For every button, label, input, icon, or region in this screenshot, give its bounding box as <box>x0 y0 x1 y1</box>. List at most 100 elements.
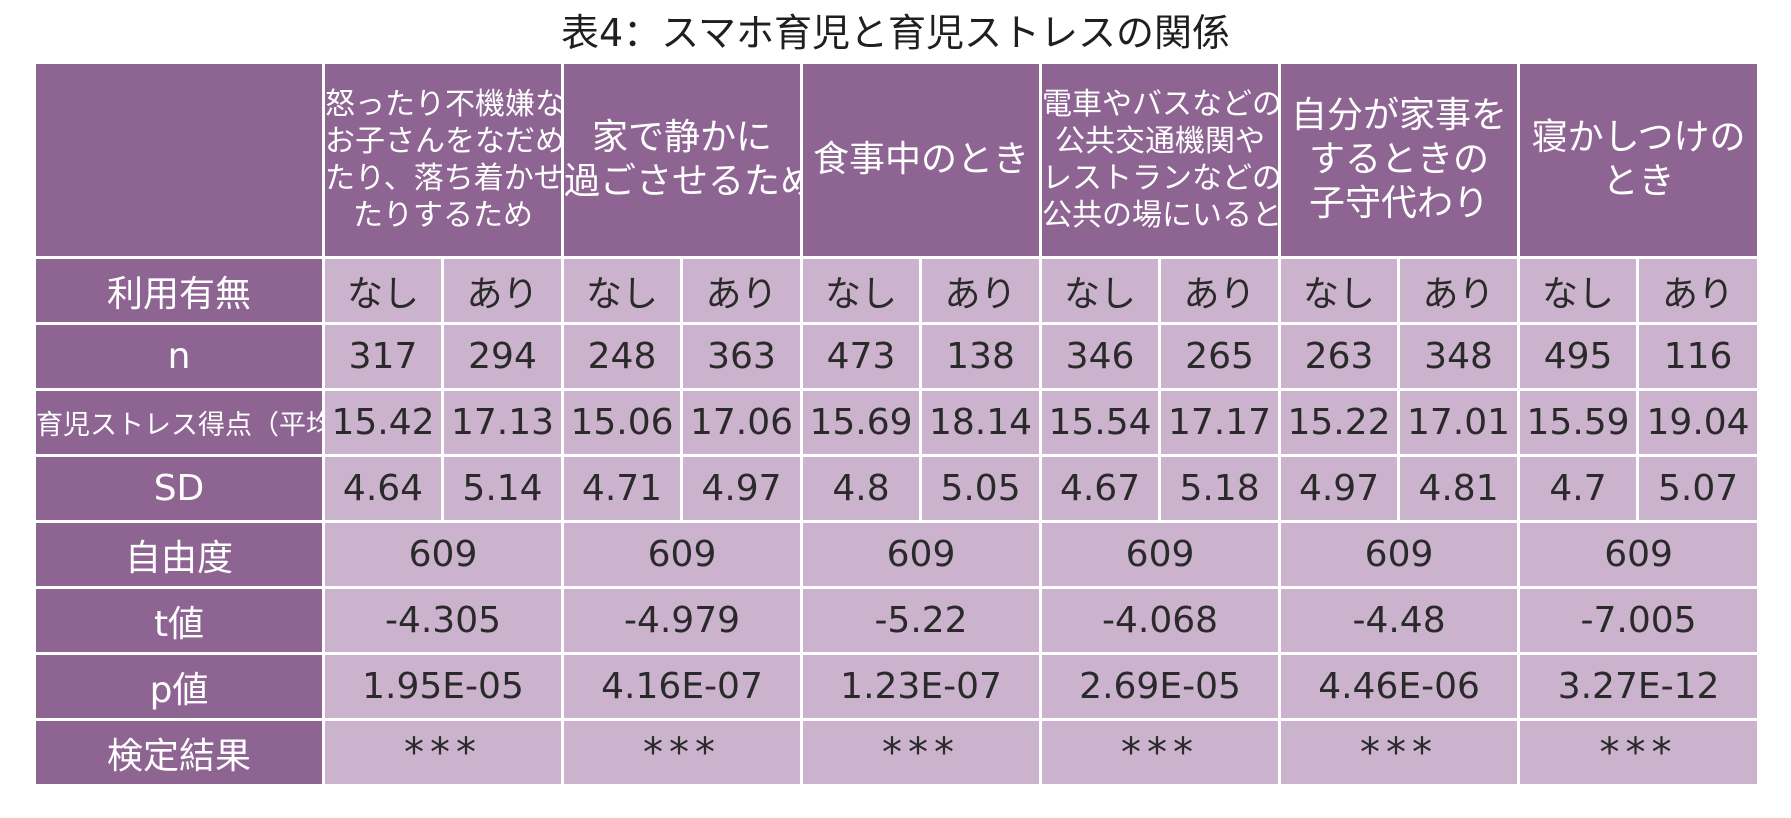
column-header-line: レストランなどの <box>1042 161 1280 196</box>
column-header-line: 公共交通機関や <box>1055 124 1266 159</box>
column-header-line: 怒ったり不機嫌な <box>325 87 563 122</box>
t-cell: -4.979 <box>560 586 804 655</box>
usage-cell: なし <box>1039 256 1162 325</box>
column-header: 怒ったり不機嫌な お子さんをなだめ たり、落ち着かせ たりするため <box>322 61 564 259</box>
usage-cell: あり <box>679 256 804 325</box>
column-header-line: とき <box>1602 161 1675 202</box>
corner-cell <box>33 61 325 259</box>
mean-cell: 17.17 <box>1158 388 1282 457</box>
column-header: 家で静かに 過ごさせるため <box>560 61 804 259</box>
usage-row: 利用有無 なし あり なし あり なし あり なし あり なし あり なし あり <box>33 256 1761 325</box>
usage-cell: あり <box>1636 256 1761 325</box>
row-label-sd: SD <box>33 454 325 523</box>
result-cell: *** <box>322 718 564 787</box>
sd-cell: 4.7 <box>1517 454 1640 523</box>
sd-cell: 5.05 <box>919 454 1043 523</box>
sd-row: SD 4.64 5.14 4.71 4.97 4.8 5.05 4.67 5.18 4.97 4.8… <box>33 454 1761 523</box>
sd-cell: 5.18 <box>1158 454 1282 523</box>
n-cell: 346 <box>1039 322 1162 391</box>
column-header-line: たり、落ち着かせ <box>325 161 563 196</box>
n-cell: 348 <box>1397 322 1521 391</box>
usage-cell: なし <box>800 256 923 325</box>
usage-cell: なし <box>561 256 683 325</box>
t-cell: -7.005 <box>1517 586 1761 655</box>
mean-row: 育児ストレス得点（平均）15.4217.1315.0617.0615.6918.… <box>33 388 1761 457</box>
usage-cell: なし <box>1517 256 1640 325</box>
usage-cell: なし <box>1278 256 1401 325</box>
result-cell: *** <box>1278 718 1521 787</box>
p-cell: 3.27E-12 <box>1517 652 1761 721</box>
sd-cell: 5.07 <box>1636 454 1761 523</box>
mean-cell: 18.14 <box>919 388 1043 457</box>
n-cell: 294 <box>441 322 564 391</box>
p-cell: 1.23E-07 <box>800 652 1043 721</box>
df-cell: 609 <box>800 520 1043 589</box>
header-row: 怒ったり不機嫌な お子さんをなだめ たり、落ち着かせ たりするため 家で静かに 過ごさせる… <box>33 61 1761 259</box>
df-cell: 609 <box>1278 520 1521 589</box>
df-cell: 609 <box>322 520 564 589</box>
n-cell: 495 <box>1517 322 1640 391</box>
sd-cell: 4.8 <box>800 454 923 523</box>
row-label-mean: 育児ストレス得点（平均） <box>33 388 325 457</box>
n-cell: 363 <box>679 322 804 391</box>
mean-cell: 15.22 <box>1278 388 1401 457</box>
t-cell: -5.22 <box>800 586 1043 655</box>
n-cell: 138 <box>919 322 1043 391</box>
sd-cell: 4.97 <box>679 454 804 523</box>
column-header: 自分が家事を するときの 子守代わり <box>1278 61 1521 259</box>
t-row: t値 -4.305 -4.979 -5.22 -4.068 -4.48 -7.005 <box>33 586 1761 655</box>
column-header: 寝かしつけの とき <box>1517 61 1761 259</box>
column-header: 食事中のとき <box>800 61 1043 259</box>
p-row: p値 1.95E-05 4.16E-07 1.23E-07 2.69E-05 4.46E-… <box>33 652 1761 721</box>
n-cell: 116 <box>1636 322 1761 391</box>
sd-cell: 4.71 <box>561 454 683 523</box>
column-header-line: 公共の場にいるとき <box>1042 198 1280 233</box>
mean-cell: 19.04 <box>1636 388 1761 457</box>
sd-cell: 5.14 <box>441 454 564 523</box>
sd-cell: 4.67 <box>1039 454 1162 523</box>
p-cell: 1.95E-05 <box>322 652 564 721</box>
mean-cell: 15.06 <box>561 388 683 457</box>
result-row: 検定結果 *** *** *** *** *** *** <box>33 718 1761 787</box>
n-cell: 265 <box>1158 322 1282 391</box>
row-label-result: 検定結果 <box>33 718 325 787</box>
mean-cell: 15.59 <box>1517 388 1640 457</box>
result-cell: *** <box>1517 718 1761 787</box>
df-cell: 609 <box>560 520 804 589</box>
column-header: 電車やバスなどの公共交通機関やレストランなどの公共の場にいるとき <box>1039 61 1282 259</box>
n-cell: 263 <box>1278 322 1401 391</box>
row-label-n: n <box>33 322 325 391</box>
mean-cell: 17.06 <box>679 388 804 457</box>
usage-cell: なし <box>322 256 444 325</box>
n-cell: 317 <box>322 322 444 391</box>
usage-cell: あり <box>1397 256 1521 325</box>
n-cell: 473 <box>800 322 923 391</box>
column-header-line: するときの <box>1309 139 1490 180</box>
column-header-line: たりするため <box>353 198 533 233</box>
column-header-line: 自分が家事を <box>1291 95 1508 136</box>
t-cell: -4.305 <box>322 586 564 655</box>
result-cell: *** <box>560 718 804 787</box>
row-label-usage: 利用有無 <box>33 256 325 325</box>
t-cell: -4.48 <box>1278 586 1521 655</box>
mean-cell: 15.42 <box>322 388 444 457</box>
df-cell: 609 <box>1517 520 1761 589</box>
n-row: n 317 294 248 363 473 138 346 265 263 348 495 116 <box>33 322 1761 391</box>
column-header-line: 電車やバスなどの <box>1042 87 1280 122</box>
usage-cell: あり <box>441 256 564 325</box>
mean-cell: 17.01 <box>1397 388 1521 457</box>
p-cell: 4.16E-07 <box>560 652 804 721</box>
row-label-df: 自由度 <box>33 520 325 589</box>
stress-table: 怒ったり不機嫌な お子さんをなだめ たり、落ち着かせ たりするため 家で静かに 過ごさせる… <box>33 61 1761 787</box>
row-label-p: p値 <box>33 652 325 721</box>
column-header-line: 子守代わり <box>1309 183 1490 224</box>
sd-cell: 4.64 <box>322 454 444 523</box>
column-header-line: 家で静かに <box>592 117 773 158</box>
usage-cell: あり <box>1158 256 1282 325</box>
column-header-line: お子さんをなだめ <box>325 124 563 159</box>
mean-cell: 15.69 <box>800 388 923 457</box>
df-cell: 609 <box>1039 520 1282 589</box>
usage-cell: あり <box>919 256 1043 325</box>
t-cell: -4.068 <box>1039 586 1282 655</box>
n-cell: 248 <box>561 322 683 391</box>
